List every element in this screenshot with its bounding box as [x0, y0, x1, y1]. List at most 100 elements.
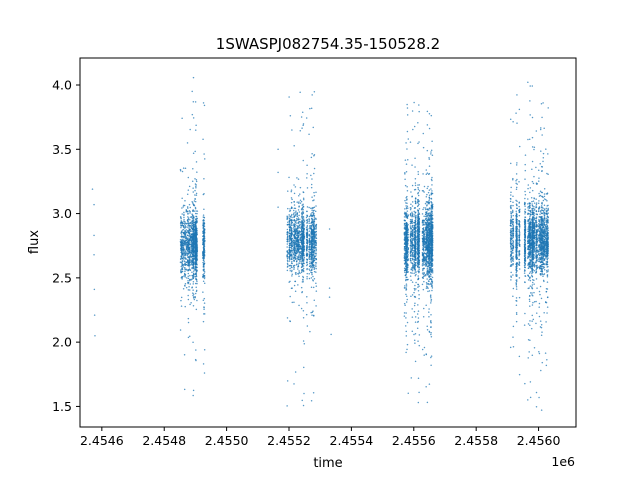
flux-point [311, 152, 313, 155]
flux-point [187, 294, 189, 297]
flux-point [202, 219, 205, 222]
flux-point [299, 254, 302, 257]
flux-point [411, 201, 414, 203]
flux-point [410, 228, 412, 230]
flux-point [293, 239, 296, 242]
flux-point [423, 221, 425, 224]
flux-point [190, 225, 193, 228]
flux-point [182, 226, 185, 229]
flux-point [203, 308, 205, 310]
flux-point [202, 291, 204, 293]
flux-point [183, 219, 185, 221]
flux-point [194, 206, 197, 209]
flux-point [202, 232, 204, 234]
flux-point [426, 124, 429, 126]
flux-point [202, 276, 204, 279]
flux-point [192, 76, 195, 79]
flux-point [186, 206, 189, 208]
flux-point [189, 216, 192, 218]
flux-point [291, 228, 293, 230]
flux-point [188, 250, 191, 253]
flux-point [308, 234, 310, 237]
flux-point [308, 222, 310, 224]
flux-point [315, 246, 317, 249]
flux-point [289, 242, 291, 245]
flux-point [184, 270, 186, 273]
flux-point [190, 251, 192, 254]
flux-point [181, 224, 184, 226]
flux-point [308, 237, 311, 240]
flux-point [192, 297, 195, 299]
flux-point [414, 316, 417, 318]
flux-point [311, 265, 314, 267]
flux-point [311, 220, 313, 222]
flux-point [203, 237, 206, 240]
flux-point [180, 245, 182, 247]
flux-point [422, 132, 425, 135]
flux-point [306, 278, 308, 280]
flux-point [297, 248, 299, 251]
flux-point [195, 359, 197, 362]
flux-point [195, 290, 198, 293]
flux-point [405, 312, 407, 314]
flux-point [202, 223, 204, 225]
flux-point [431, 287, 434, 289]
flux-point [187, 217, 190, 219]
flux-point [417, 173, 420, 176]
flux-point [315, 282, 317, 284]
flux-point [192, 221, 195, 223]
flux-point [192, 341, 194, 343]
flux-point [306, 248, 308, 251]
flux-point [203, 306, 205, 308]
flux-point [194, 150, 196, 153]
flux-point [293, 144, 295, 147]
flux-point [410, 295, 412, 297]
flux-point [187, 216, 189, 218]
flux-point [293, 216, 295, 218]
flux-point [182, 206, 184, 208]
flux-point [182, 266, 184, 268]
flux-point [428, 311, 430, 313]
flux-point [430, 149, 433, 152]
flux-point [179, 261, 182, 263]
flux-point [195, 251, 198, 253]
flux-point [415, 216, 417, 218]
flux-point [430, 356, 432, 359]
flux-point [297, 222, 300, 225]
flux-point [188, 289, 191, 291]
flux-point [181, 238, 183, 241]
flux-point [194, 252, 196, 255]
flux-point [428, 189, 431, 191]
flux-point [183, 264, 185, 266]
flux-point [181, 117, 183, 120]
flux-point [190, 235, 193, 237]
flux-point [308, 272, 310, 275]
flux-point [422, 288, 425, 291]
flux-point [187, 272, 190, 275]
flux-point [294, 223, 297, 226]
flux-point [294, 211, 296, 214]
flux-point [192, 260, 194, 262]
flux-point [194, 194, 196, 196]
flux-point [308, 246, 311, 248]
flux-point [306, 210, 308, 213]
flux-point [416, 199, 419, 201]
flux-point [293, 247, 296, 249]
flux-point [189, 212, 191, 214]
flux-point [289, 228, 291, 231]
flux-point [289, 226, 291, 229]
flux-point [183, 252, 186, 254]
flux-point [430, 355, 433, 357]
flux-point [195, 275, 198, 278]
flux-point [290, 201, 293, 204]
flux-point [299, 257, 302, 259]
flux-point [195, 180, 198, 183]
flux-point [203, 234, 205, 236]
flux-point [182, 287, 185, 290]
flux-point [309, 330, 311, 333]
flux-point [294, 247, 297, 250]
flux-point [183, 211, 185, 214]
flux-point [185, 226, 187, 228]
flux-point [410, 233, 412, 235]
flux-point [188, 185, 191, 188]
